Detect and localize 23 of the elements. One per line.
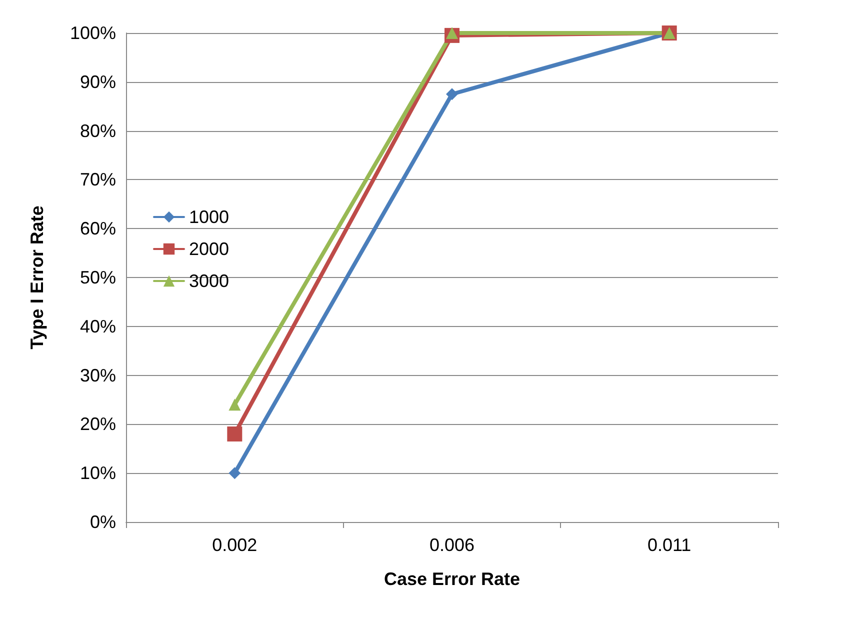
x-tick-label: 0.006 — [429, 535, 475, 555]
y-tick-label: 30% — [80, 365, 116, 386]
y-tick-label: 90% — [80, 72, 116, 92]
y-tick-label: 20% — [80, 414, 116, 434]
y-tick-label: 40% — [80, 316, 116, 336]
legend-label: 1000 — [189, 207, 230, 227]
point — [228, 398, 241, 411]
x-tick-label: 0.011 — [647, 535, 692, 555]
y-tick-label: 100% — [70, 23, 116, 43]
y-tick-label: 10% — [80, 463, 116, 484]
y-axis-title: Type I Error Rate — [27, 206, 47, 350]
x-axis-title: Case Error Rate — [384, 569, 520, 589]
y-tick-label: 60% — [80, 218, 116, 239]
point — [228, 467, 241, 480]
y-tick-label: 0% — [90, 512, 116, 532]
legend-label: 3000 — [189, 271, 230, 291]
y-tick-label: 50% — [80, 268, 116, 288]
y-tick-label: 80% — [80, 120, 116, 141]
legend-label: 2000 — [189, 239, 230, 259]
x-tick-label: 0.002 — [212, 535, 258, 555]
y-tick-label: 70% — [80, 170, 116, 190]
point — [227, 426, 242, 442]
point — [446, 88, 458, 100]
